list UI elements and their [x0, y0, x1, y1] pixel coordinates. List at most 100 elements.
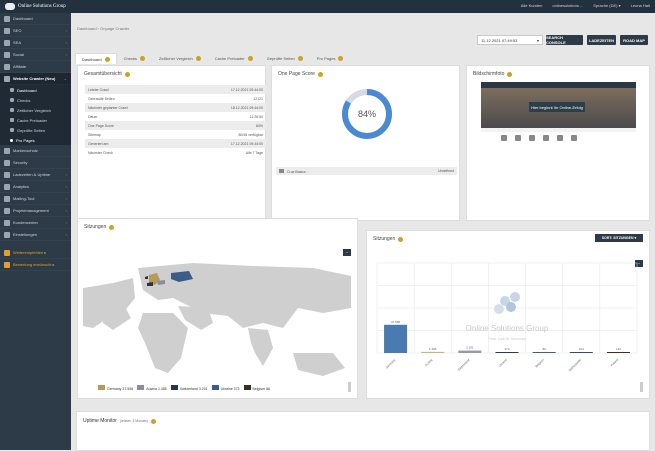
- website-screenshot[interactable]: Hier beginnt Ihr Online-Erfolg: [481, 82, 636, 148]
- sidebar-item-kundencenter[interactable]: Kundencenter ‹: [0, 217, 71, 229]
- chart-scrollbar[interactable]: [640, 382, 643, 392]
- tab-checks[interactable]: Checks: [117, 53, 152, 64]
- dashboard-icon: [4, 15, 10, 22]
- map-land: [248, 328, 273, 366]
- collapse-button[interactable]: −: [635, 260, 643, 267]
- bar-netherlands[interactable]: [569, 352, 593, 353]
- search-console-button[interactable]: SEARCH CONSOLE: [546, 35, 583, 45]
- sidebar-subitem-checks[interactable]: Checks: [0, 95, 71, 105]
- collapse-button[interactable]: −: [343, 249, 351, 256]
- sidebar-item-markenschutz[interactable]: Markenschutz: [0, 145, 71, 157]
- legend-item: Switzerland 3.201: [170, 385, 208, 391]
- bar-ukraine[interactable]: [495, 352, 519, 353]
- sidebar-item-bewertung[interactable]: Bewertung erwünscht ▸: [0, 259, 71, 271]
- sidebar-item-weiterempfehlen[interactable]: Weiterempfehlen ▸: [0, 247, 71, 259]
- map-belgium[interactable]: [145, 276, 148, 279]
- top-nav: Alle Kunden onlinesolutions ... Sprache …: [521, 3, 650, 8]
- score-title: One Page Score: [272, 66, 459, 82]
- watermark-text: Online Solutions Group: [466, 324, 549, 333]
- bar-category-label: Belgium: [534, 358, 545, 369]
- tab-gepruefte-seiten[interactable]: Geprüfte Seiten: [260, 53, 310, 64]
- map-land: [83, 278, 135, 328]
- bar-category-label: Poland: [610, 358, 620, 368]
- sidebar-item-analytics[interactable]: Analytics ‹: [0, 181, 71, 193]
- logo[interactable]: Online Solutions Group: [5, 2, 66, 11]
- screenshot-title: Bildschirmfoto: [467, 66, 649, 82]
- bar-category-label: Netherlands: [568, 358, 583, 373]
- tab-cache-preloader[interactable]: Cache Preloader: [208, 53, 260, 64]
- breadcrumb[interactable]: Dashboard › Onpage Crawler: [77, 26, 130, 31]
- map-land: [293, 353, 345, 376]
- dot-icon: [10, 138, 13, 142]
- top-bar: Online Solutions Group Alle Kunden onlin…: [0, 0, 655, 13]
- tab-dashboard[interactable]: Dashboard: [75, 53, 117, 64]
- mail-icon: [4, 195, 10, 202]
- overview-row: Generiert am 17.12.2021 09:44:00: [85, 139, 266, 148]
- sidebar-subitem-dashboard[interactable]: Dashboard: [0, 85, 71, 95]
- map-ukraine[interactable]: [171, 271, 193, 282]
- sidebar-item-mailing[interactable]: Mailing-Tool ‹: [0, 193, 71, 205]
- sidebar-item-security[interactable]: Security: [0, 157, 71, 169]
- sidebar-item-ladezeiten[interactable]: Ladezeiten & Uptime ‹: [0, 169, 71, 181]
- sidebar-item-dashboard[interactable]: Dashboard: [0, 13, 71, 25]
- bar-austria[interactable]: [421, 351, 445, 353]
- sidebar-item-einstellungen[interactable]: Einstellungen ‹: [0, 229, 71, 241]
- sidebar-subitem-pro-pages[interactable]: Pro Pages: [0, 135, 71, 145]
- legend-item: Austria 1.485: [137, 385, 167, 391]
- info-icon: [195, 56, 201, 61]
- user-name[interactable]: Leona Halt: [630, 3, 650, 8]
- legend-scrollbar[interactable]: [348, 382, 351, 392]
- chevron-left-icon: ‹: [65, 220, 67, 225]
- bar-value-label: 1.485: [429, 347, 437, 351]
- bar-value-label: 132: [616, 347, 621, 351]
- chevron-left-icon: ‹: [65, 208, 67, 213]
- sidebar: Dashboard SEO ‹ SEA ‹ Social ‹ Affiliate We…: [0, 13, 71, 450]
- road-map-button[interactable]: ROAD MAP: [620, 35, 648, 45]
- date-select[interactable]: 11.12.2021 07:49:53 ▾: [477, 35, 543, 45]
- map-austria[interactable]: [157, 280, 165, 285]
- logo-text: Online Solutions Group: [18, 4, 66, 9]
- overview-title: Gesamtübersicht: [78, 66, 265, 82]
- bar-germany[interactable]: [384, 324, 408, 353]
- social-icon: [4, 51, 10, 58]
- sidebar-item-sea[interactable]: SEA ‹: [0, 37, 71, 49]
- sort-button[interactable]: SORT: SITZUNGEN ▾: [595, 234, 643, 242]
- camera-icon: [279, 168, 284, 173]
- bar-value-label: 103: [579, 347, 584, 351]
- sidebar-item-affiliate[interactable]: Affiliate: [0, 61, 71, 73]
- chevron-left-icon: ‹: [65, 196, 67, 201]
- sessions-title: Sitzungen: [367, 231, 649, 247]
- overview-table: Letzter Crawl 17.12.2021 09:44:00 Gecrawl…: [85, 85, 266, 157]
- donut-chart: 84%: [342, 89, 392, 139]
- sidebar-subitem-gepruefte-seiten[interactable]: Geprüfte Seiten: [0, 125, 71, 135]
- logo-icon: [5, 3, 15, 10]
- sidebar-nav: Dashboard SEO ‹ SEA ‹ Social ‹ Affiliate We…: [0, 13, 71, 85]
- sidebar-item-website-crawler[interactable]: Website Crawler (Neu) ⌄: [0, 73, 71, 85]
- legend-item: Belgium 86: [243, 385, 270, 391]
- sidebar-item-social[interactable]: Social ‹: [0, 49, 71, 61]
- bar-belgium[interactable]: [532, 352, 556, 353]
- top-link-account[interactable]: onlinesolutions ...: [552, 3, 584, 8]
- sidebar-subitem-zeitlicher-vergleich[interactable]: Zeitlicher Vergleich: [0, 105, 71, 115]
- bar-poland[interactable]: [606, 352, 630, 353]
- sidebar-item-seo[interactable]: SEO ‹: [0, 25, 71, 37]
- sidebar-item-projektmanagement[interactable]: Projektmanagement ‹: [0, 205, 71, 217]
- map-land: [103, 303, 131, 330]
- world-map[interactable]: [83, 258, 353, 378]
- map-title: Sitzungen: [78, 219, 357, 235]
- map-switzerland[interactable]: [147, 282, 153, 286]
- main-content: Dashboard › Onpage Crawler 11.12.2021 07…: [71, 13, 655, 451]
- overview-row: One Page Score 84%: [85, 121, 266, 130]
- info-icon: [297, 56, 303, 61]
- sidebar-subitem-cache-preloader[interactable]: Cache Preloader: [0, 115, 71, 125]
- sessions-bar-chart: Online Solutions Group Your Link to Succ…: [376, 262, 638, 373]
- tab-pro-pages[interactable]: Pro Pages: [310, 53, 351, 64]
- ladezeiten-button[interactable]: LADEZEITEN: [587, 35, 616, 45]
- sea-icon: [4, 39, 10, 46]
- top-link-language[interactable]: Sprache (DE) ▾: [593, 3, 621, 8]
- top-link-customers[interactable]: Alle Kunden: [520, 3, 543, 8]
- bar-switzerland[interactable]: [458, 350, 482, 353]
- tab-zeitlicher-vergleich[interactable]: Zeitlicher Vergleich: [152, 53, 208, 64]
- heart-icon: [4, 249, 10, 256]
- checks-icon: [10, 98, 14, 102]
